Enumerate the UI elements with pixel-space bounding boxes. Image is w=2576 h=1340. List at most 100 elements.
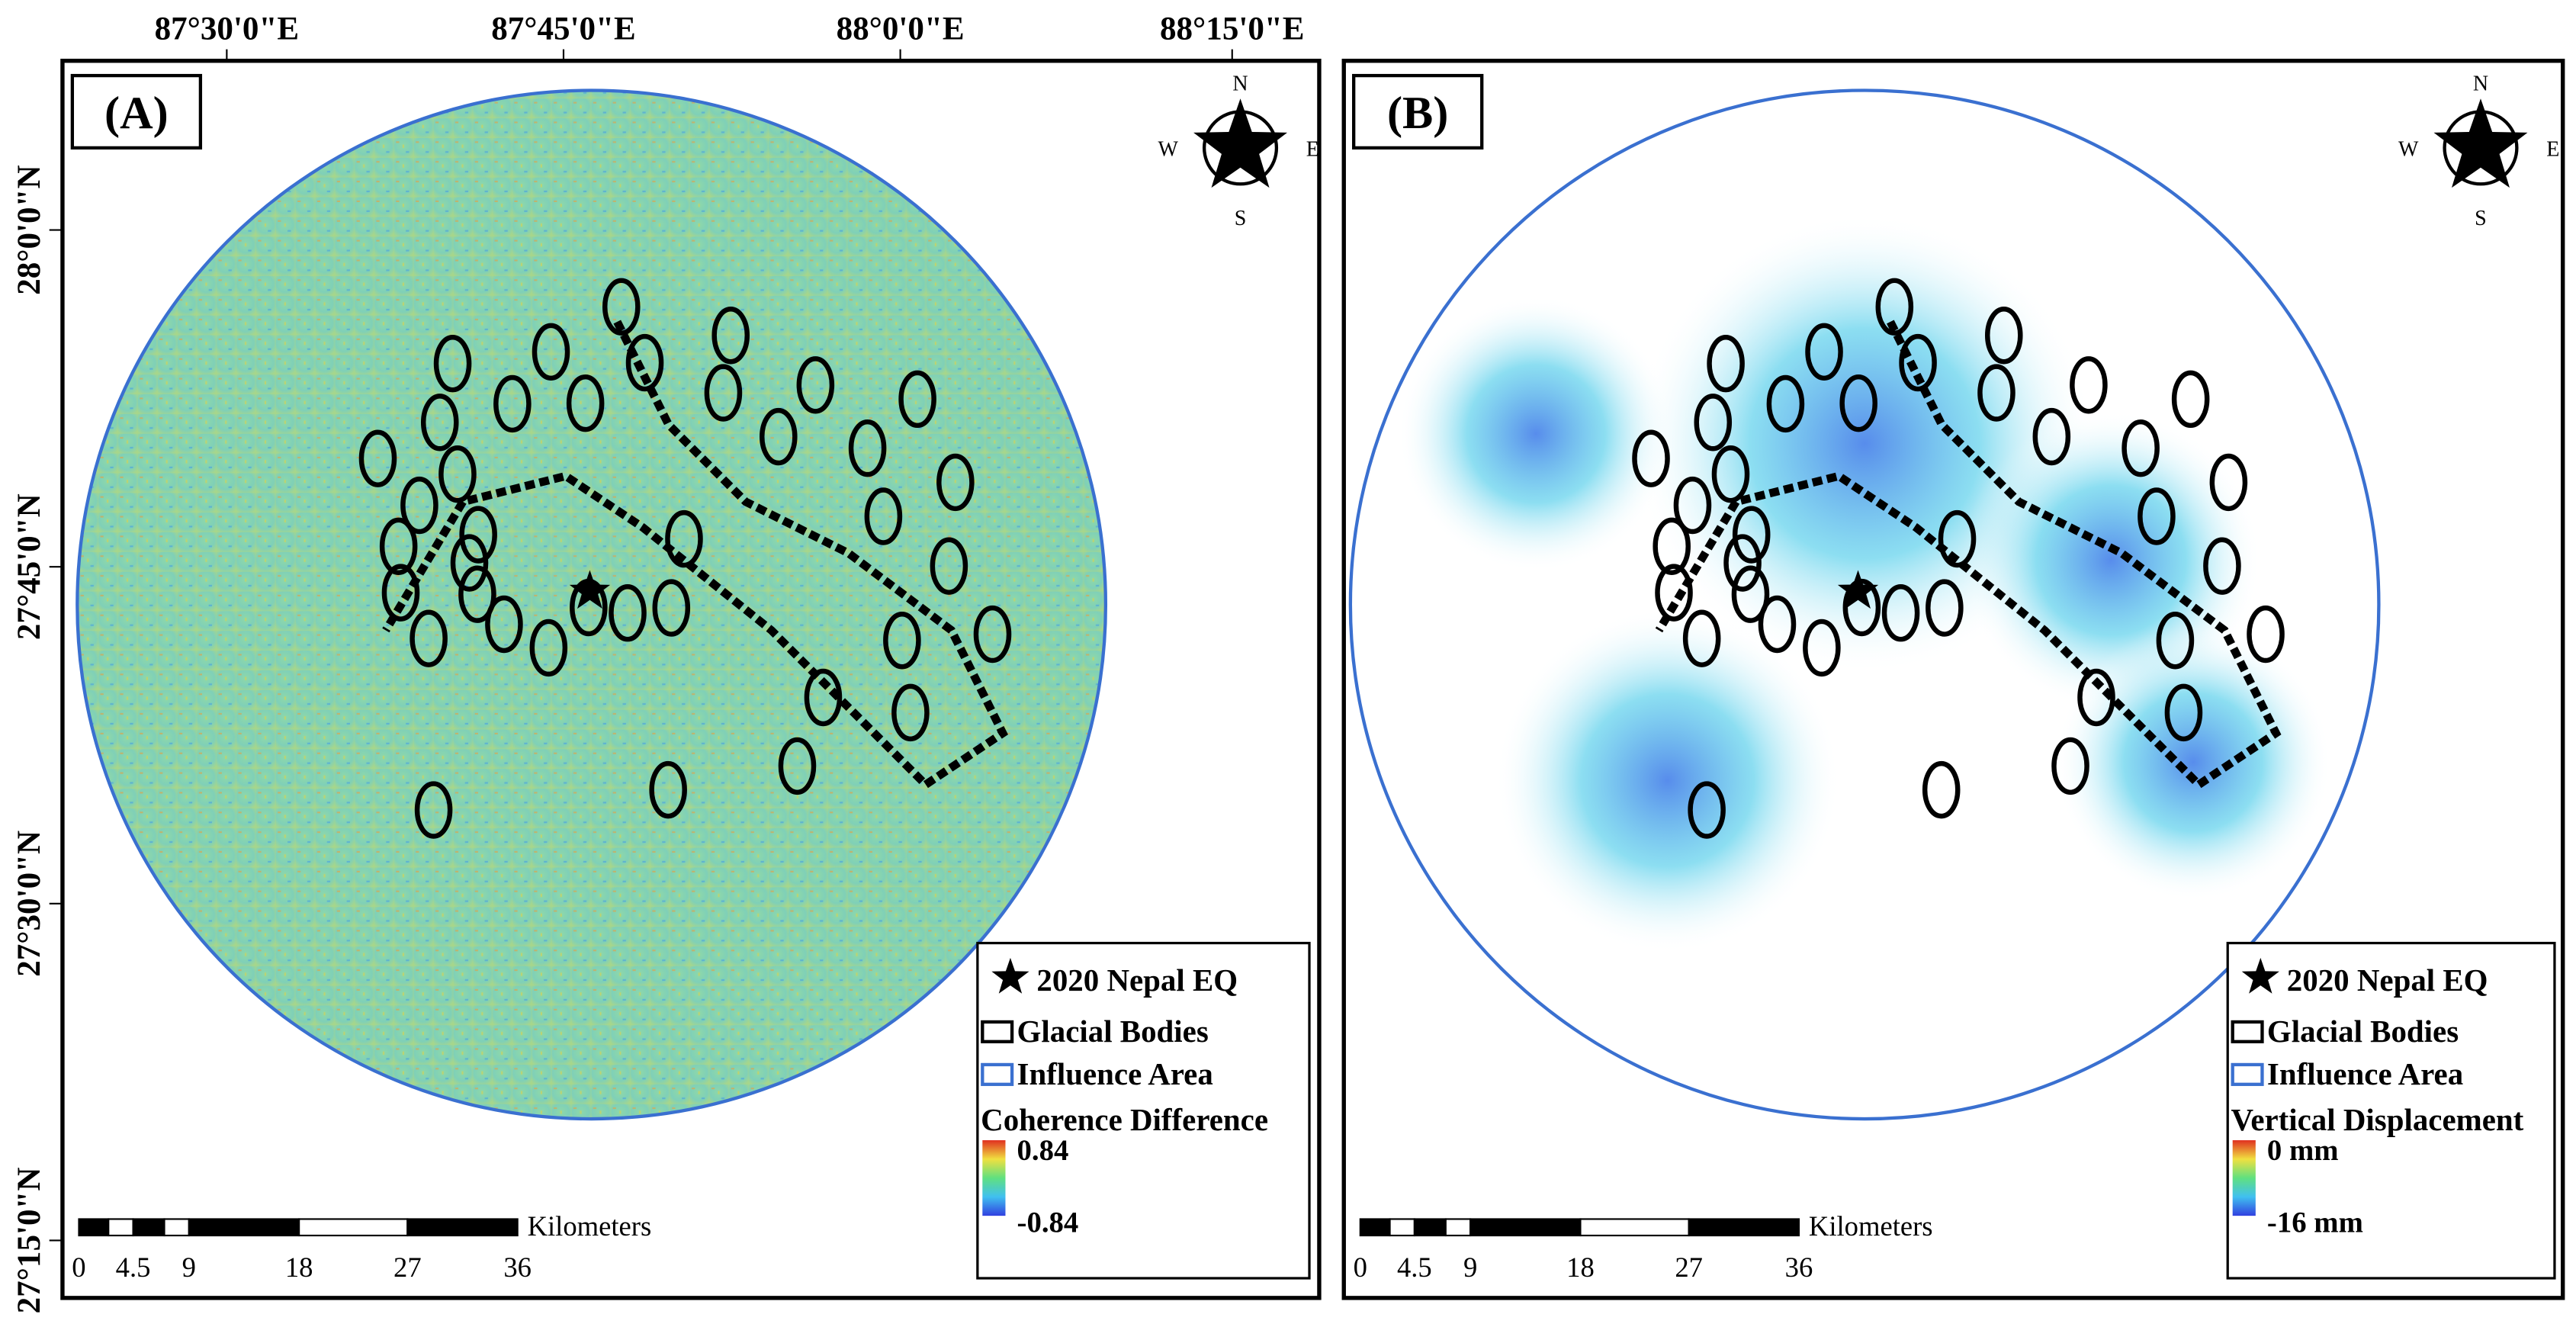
panel-frame (1341, 59, 2565, 1300)
legend-box (976, 941, 1311, 1280)
legend-star (991, 957, 1029, 994)
glacier-outline (566, 374, 605, 432)
legend-item: Glacial Bodies (1017, 1014, 1209, 1049)
legend-item: Glacial Bodies (2267, 1014, 2459, 1049)
glacier-outline (930, 537, 968, 595)
scale-segment (108, 1218, 134, 1237)
latitude-label: 27°15'0"N (11, 1167, 47, 1313)
glacier-outline (358, 429, 397, 487)
colorbar-title: Vertical Displacement (2231, 1103, 2524, 1137)
legend-star (2241, 957, 2279, 994)
compass-e: E (2546, 138, 2559, 162)
map-panel: (A) N S W E 2020 Nepal EQ Glacial Bodies Influe… (60, 59, 1322, 1300)
scale-segment (163, 1218, 190, 1237)
glacier-outline (602, 278, 641, 336)
legend-swatch-influence (981, 1062, 1014, 1086)
glacier-outline (2156, 612, 2195, 670)
glacier-outline (420, 394, 459, 451)
glacier-outline (625, 333, 664, 392)
scale-segment (1389, 1218, 1415, 1237)
displacement-area (1421, 608, 1914, 1101)
legend-item: Influence Area (1017, 1057, 1213, 1091)
compass-rose (2433, 98, 2528, 188)
glacier-outline (891, 683, 930, 742)
longitude-label: 88°0'0"E (837, 11, 965, 47)
scale-segment (1469, 1218, 1582, 1237)
scale-tick-label: 9 (1463, 1252, 1477, 1283)
compass-s: S (1235, 207, 1247, 230)
glacier-outline (1803, 619, 1841, 677)
glacial-bodies (382, 320, 1008, 790)
glacier-outline (2203, 537, 2241, 595)
glacier-outline (2209, 453, 2248, 512)
legend-item: Influence Area (2267, 1057, 2463, 1091)
scale-tick-label: 18 (1566, 1252, 1595, 1283)
latitude-label: 27°45'0"N (11, 493, 47, 640)
scale-tick-label: 9 (182, 1252, 196, 1283)
glacier-outline (400, 476, 438, 535)
compass-n: N (2473, 72, 2488, 95)
glacier-outline (2070, 356, 2108, 414)
map-panel: (B) N S W E 2020 Nepal EQ Glacial Bodies Influe… (1338, 59, 2565, 1300)
glacier-outline (2138, 487, 2176, 545)
glacier-outline (1711, 445, 1750, 503)
glacier-outline (760, 407, 798, 466)
legend-swatch-glacier (981, 1020, 1014, 1043)
scale-tick-label: 18 (285, 1252, 313, 1283)
scale-segment (1688, 1218, 1800, 1237)
scale-segment (78, 1218, 110, 1237)
glacier-outline (1688, 781, 1726, 839)
scale-tick-label: 36 (503, 1252, 532, 1283)
longitude-label: 88°15'0"E (1160, 11, 1305, 47)
panel-label: (A) (104, 88, 169, 139)
glacier-outline (1707, 335, 1745, 393)
glacier-outline (1653, 517, 1691, 576)
glacier-outline (898, 370, 936, 429)
glacier-outline (1632, 429, 1670, 487)
glacier-outline (1732, 506, 1771, 564)
scale-segment (1444, 1218, 1472, 1237)
glacier-outline (649, 760, 687, 819)
colorbar-max: 0 mm (2267, 1134, 2339, 1167)
colorbar-max: 0.84 (1017, 1134, 1069, 1167)
scale-tick-label: 27 (393, 1252, 422, 1283)
glacier-outline (2247, 605, 2285, 664)
glacier-outline (796, 356, 835, 414)
glacier-outline (450, 534, 489, 592)
scale-segment (1359, 1218, 1391, 1237)
glacier-outline (2171, 370, 2210, 429)
colorbar (2232, 1140, 2256, 1216)
scale-segment (1413, 1218, 1447, 1237)
glacier-outline (2051, 737, 2089, 795)
scale-tick-label: 4.5 (1397, 1252, 1432, 1283)
glacier-outline (1977, 364, 2016, 422)
compass-s: S (2475, 207, 2487, 230)
glacier-outline (1926, 579, 1964, 637)
glacier-outline (804, 668, 843, 727)
longitude-label: 87°45'0"E (491, 11, 636, 47)
panel-frame (60, 59, 1322, 1300)
glacier-outline (459, 506, 497, 564)
latitude-label: 27°30'0"N (11, 831, 47, 977)
glacier-outline (381, 564, 420, 622)
epicenter (569, 570, 611, 609)
glacier-outline (1938, 509, 1977, 568)
glacier-outline (652, 579, 691, 637)
glacier-outline (1694, 394, 1733, 451)
legend-swatch-influence (2231, 1062, 2264, 1086)
glacier-outline (1881, 584, 1920, 642)
glacier-outline (2164, 683, 2203, 742)
glacier-outline (1899, 333, 1937, 392)
glacial-bodies (1655, 320, 2282, 790)
glacier-outline (1682, 609, 1721, 667)
scale-tick-label: 36 (1785, 1252, 1813, 1283)
scale-segment (1579, 1218, 1690, 1237)
influence-area (75, 88, 1108, 1121)
scale-tick-label: 4.5 (116, 1252, 151, 1283)
panel-label-box (1352, 73, 1484, 150)
glacier-outline (973, 605, 1012, 664)
legend-box (2226, 941, 2556, 1280)
glacier-outline (532, 323, 570, 381)
glacier-outline (1875, 278, 1914, 336)
